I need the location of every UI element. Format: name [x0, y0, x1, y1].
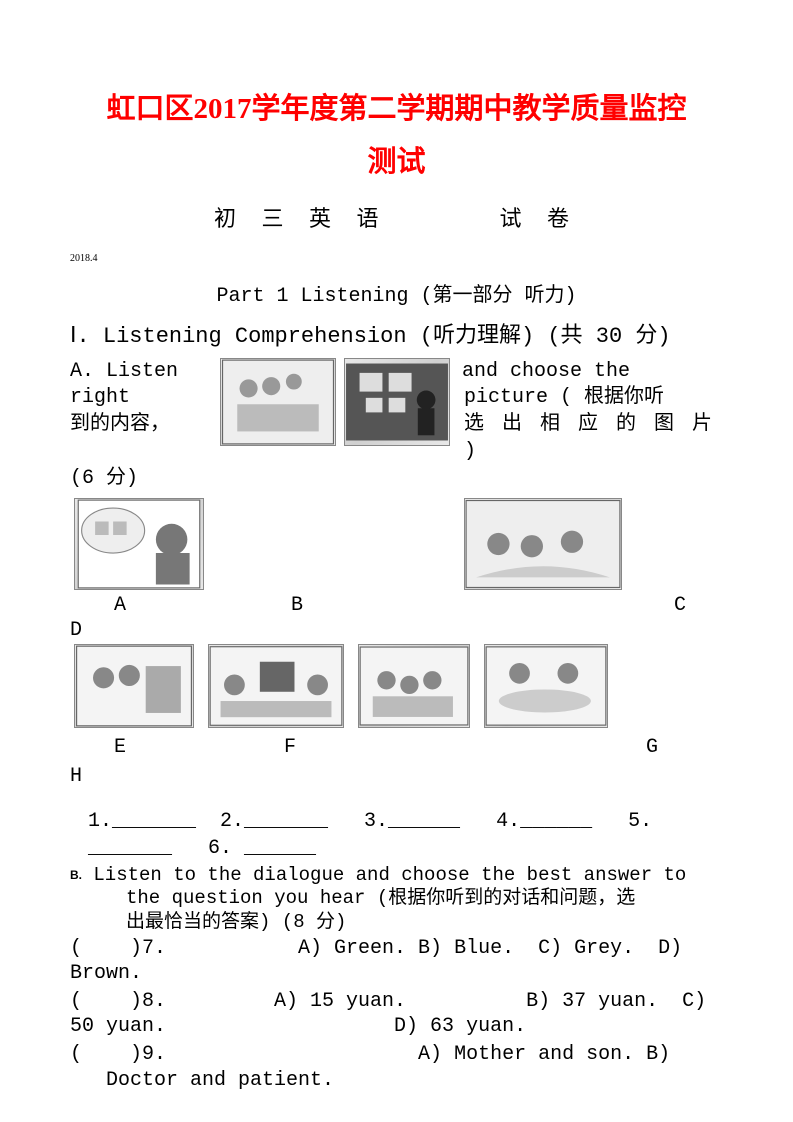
subtitle-row: 初 三 英 语 试 卷 — [70, 204, 723, 234]
picture-h — [484, 644, 608, 728]
main-title-line2: 测试 — [70, 143, 723, 182]
picture-row-2 — [70, 498, 723, 590]
main-title-line1: 虹口区2017学年度第二学期期中教学质量监控 — [70, 90, 723, 129]
picture-e — [74, 644, 194, 728]
subtitle-left: 初 三 英 语 — [214, 206, 389, 231]
label-H-row: H — [70, 763, 723, 790]
label-B: B — [182, 592, 412, 619]
sectionA-lead-right: right — [70, 384, 220, 411]
label-E: E — [70, 734, 170, 761]
question-8: ( )8. A) 15 yuan. B) 37 yuan. C) 50 yuan… — [70, 989, 723, 1040]
exam-date: 2018.4 — [70, 252, 723, 266]
label-A: A — [70, 592, 170, 619]
letters-row-1: A B C — [70, 592, 723, 619]
label-C: C — [424, 592, 686, 619]
section-b-heading: B. Listen to the dialogue and choose the… — [70, 864, 723, 934]
sectionA-lead-score: (6 分) — [70, 465, 723, 492]
letters-row-2: E F G — [70, 734, 723, 761]
picture-g — [358, 644, 470, 728]
label-H: H — [70, 763, 82, 790]
sectionB-text3: 出最恰当的答案) (8 分) — [70, 911, 723, 934]
picture-row-3 — [70, 644, 723, 728]
question-7: ( )7. A) Green. B) Blue. C) Grey. D) Bro… — [70, 936, 723, 987]
sectionB-text2: the question you hear (根据你听到的对话和问题，选 — [70, 887, 723, 910]
label-F: F — [182, 734, 398, 761]
answer-blanks: 1._______ 2._______ 3.______ 4.______ 5.… — [70, 808, 723, 862]
label-D-row: D — [70, 617, 723, 644]
picture-c — [74, 498, 204, 590]
subtitle-right: 试 卷 — [500, 206, 580, 231]
label-D: D — [70, 617, 82, 644]
sectionB-lead: B. — [70, 868, 82, 882]
sectionA-lead-picture: picture ( 根据你听 — [452, 384, 723, 411]
section1-title: Ⅰ. Listening Comprehension (听力理解) (共 30 … — [70, 322, 723, 352]
sectionA-lead-xuan: 选 出 相 应 的 图 片 ) — [452, 411, 723, 465]
label-G: G — [410, 734, 658, 761]
sectionB-text1: Listen to the dialogue and choose the be… — [93, 864, 686, 886]
question-9: ( )9. A) Mother and son. B) Doctor and p… — [70, 1042, 723, 1093]
section-a: A. Listen and choose the right picture (… — [70, 358, 723, 862]
sectionA-lead-dao: 到的内容， — [70, 411, 220, 465]
picture-f — [208, 644, 344, 728]
part1-title: Part 1 Listening (第一部分 听力) — [70, 283, 723, 310]
sectionA-lead-and: and choose the — [450, 358, 723, 385]
sectionA-lead-listen: A. Listen — [70, 358, 220, 385]
picture-d — [464, 498, 622, 590]
